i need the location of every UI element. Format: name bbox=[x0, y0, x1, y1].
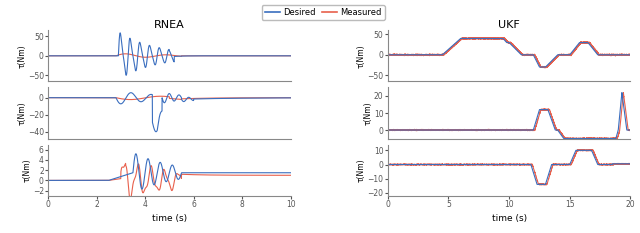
Y-axis label: τ(Nm): τ(Nm) bbox=[17, 44, 26, 68]
X-axis label: time (s): time (s) bbox=[152, 214, 187, 223]
Y-axis label: τ(Nm): τ(Nm) bbox=[357, 158, 366, 182]
Y-axis label: τ(Nm): τ(Nm) bbox=[357, 44, 366, 68]
Y-axis label: τ(Nm): τ(Nm) bbox=[22, 158, 31, 182]
Legend: Desired, Measured: Desired, Measured bbox=[262, 5, 385, 20]
Title: UKF: UKF bbox=[498, 20, 520, 30]
Title: RNEA: RNEA bbox=[154, 20, 185, 30]
Y-axis label: τ(Nm): τ(Nm) bbox=[17, 101, 26, 125]
Y-axis label: τ(Nm): τ(Nm) bbox=[364, 101, 372, 125]
X-axis label: time (s): time (s) bbox=[492, 214, 527, 223]
